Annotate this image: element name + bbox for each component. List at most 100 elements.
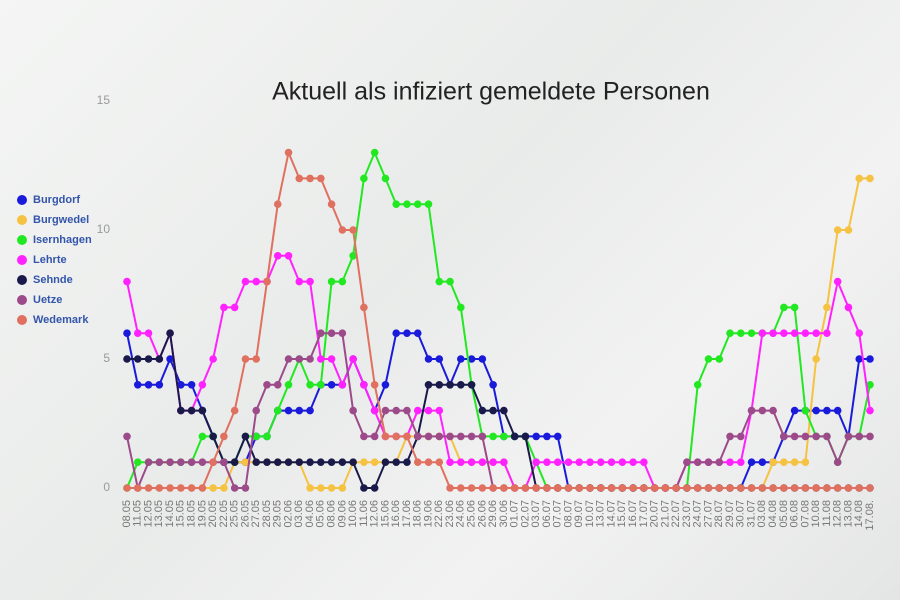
data-point <box>360 432 368 441</box>
data-point <box>392 432 401 441</box>
data-point <box>543 432 551 441</box>
data-point <box>403 406 411 415</box>
data-point <box>284 406 293 415</box>
data-point <box>844 432 853 441</box>
data-point <box>317 174 325 183</box>
x-tick-label: 16.07 <box>627 500 639 528</box>
data-point <box>446 381 454 389</box>
data-point <box>284 252 293 260</box>
data-point <box>360 458 368 467</box>
x-tick-label: 02.07 <box>519 500 531 528</box>
data-point <box>327 458 336 467</box>
x-tick-label: 19.06 <box>422 500 434 528</box>
data-point <box>144 458 153 467</box>
data-point <box>866 406 874 415</box>
data-point <box>435 458 444 467</box>
data-point <box>855 174 864 183</box>
data-point <box>360 484 368 492</box>
data-point <box>392 458 401 467</box>
x-tick-label: 15.06 <box>379 500 391 528</box>
x-tick-label: 07.07 <box>552 500 564 528</box>
data-point <box>790 329 799 338</box>
data-point <box>306 277 314 286</box>
data-point <box>521 484 530 492</box>
data-point <box>413 432 422 441</box>
data-point <box>349 406 357 415</box>
data-point <box>704 484 713 492</box>
data-point <box>844 303 853 312</box>
data-point <box>500 458 508 467</box>
data-point <box>467 484 476 492</box>
data-point <box>823 406 831 415</box>
x-tick-label: 13.08 <box>842 500 854 528</box>
y-tick-label: 0 <box>103 480 110 494</box>
data-point <box>575 484 584 492</box>
data-point <box>209 355 217 363</box>
data-point <box>801 406 810 415</box>
data-point <box>446 277 454 286</box>
data-point <box>273 252 282 260</box>
y-tick-label: 15 <box>97 93 111 107</box>
data-point <box>273 406 282 415</box>
x-tick-label: 14.05 <box>164 500 176 528</box>
data-point <box>166 458 174 467</box>
data-point <box>187 484 196 492</box>
data-point <box>478 432 487 441</box>
data-point <box>403 458 411 467</box>
data-point <box>564 458 573 467</box>
data-point <box>220 458 228 467</box>
data-point <box>801 458 810 467</box>
data-point <box>672 484 680 492</box>
data-point <box>317 329 325 338</box>
data-point <box>360 174 368 183</box>
data-point <box>736 432 745 441</box>
data-point <box>855 432 864 441</box>
x-tick-label: 13.07 <box>595 500 607 528</box>
x-tick-label: 29.05 <box>272 500 284 528</box>
data-point <box>295 458 304 467</box>
data-point <box>780 432 788 441</box>
x-tick-label: 24.07 <box>692 500 704 528</box>
data-point <box>284 355 293 363</box>
data-point <box>177 406 185 415</box>
x-tick-label: 26.05 <box>239 500 251 528</box>
data-point <box>155 355 164 363</box>
data-point <box>349 355 357 363</box>
data-point <box>489 484 497 492</box>
x-tick-label: 16.06 <box>390 500 402 528</box>
data-point <box>155 458 164 467</box>
x-tick-label: 20.07 <box>649 500 661 528</box>
data-point <box>500 406 508 415</box>
data-point <box>747 406 756 415</box>
data-point <box>543 458 551 467</box>
x-tick-label: 15.05 <box>175 500 187 528</box>
x-tick-label: 03.07 <box>530 500 542 528</box>
x-tick-label: 30.07 <box>735 500 747 528</box>
data-point <box>252 277 261 286</box>
x-tick-label: 22.06 <box>433 500 445 528</box>
data-point <box>467 381 476 389</box>
x-tick-label: 12.08 <box>832 500 844 528</box>
data-point <box>252 355 261 363</box>
data-point <box>338 277 347 286</box>
data-point <box>553 484 562 492</box>
data-point <box>252 406 261 415</box>
x-tick-label: 28.07 <box>713 500 725 528</box>
data-point <box>758 458 767 467</box>
data-point <box>586 484 594 492</box>
x-tick-label: 11.05 <box>132 500 144 527</box>
data-point <box>564 484 573 492</box>
data-point <box>166 329 174 338</box>
data-point <box>769 458 777 467</box>
data-point <box>790 303 799 312</box>
data-point <box>489 406 497 415</box>
data-point <box>327 355 336 363</box>
data-point <box>478 406 487 415</box>
data-point <box>704 355 713 363</box>
x-tick-label: 29.07 <box>724 500 736 528</box>
data-point <box>166 355 174 363</box>
data-point <box>457 355 465 363</box>
data-point <box>726 484 734 492</box>
data-point <box>446 432 454 441</box>
data-point <box>413 406 422 415</box>
